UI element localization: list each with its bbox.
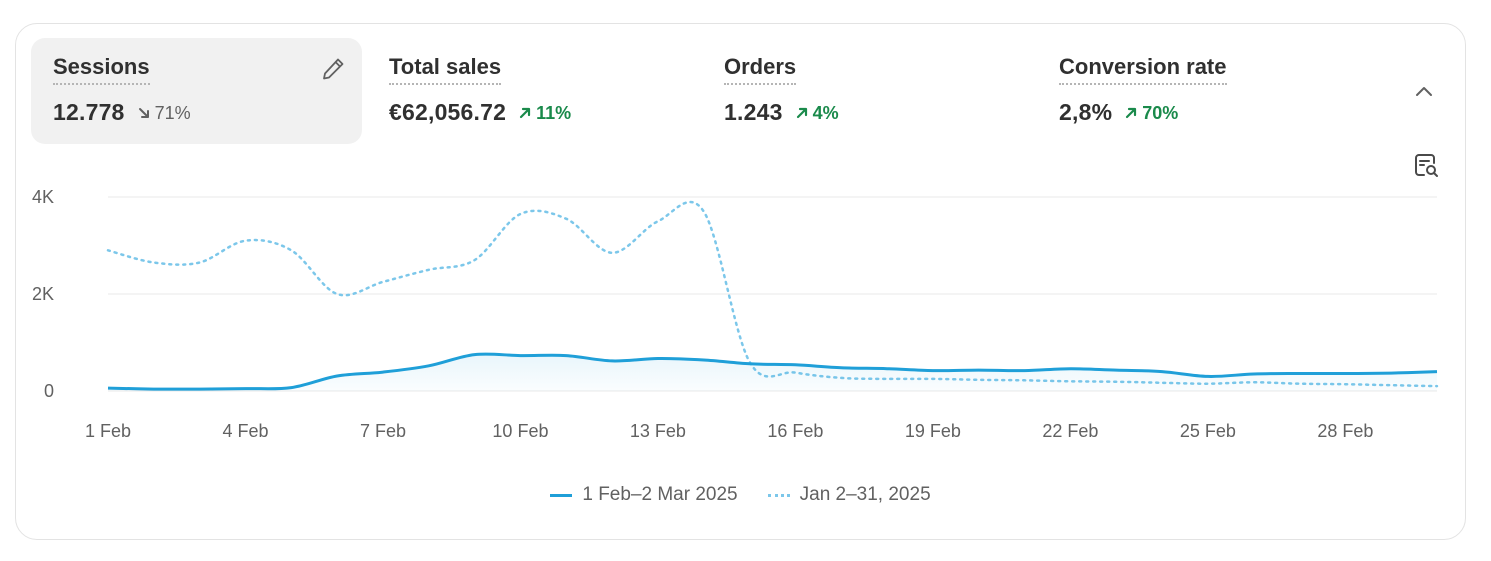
legend-item-current[interactable]: 1 Feb–2 Mar 2025	[550, 484, 738, 506]
series-line-current-period	[107, 352, 1438, 391]
metric-change: 4%	[795, 103, 839, 124]
metric-label[interactable]: Sessions	[53, 54, 150, 85]
metric-change-value: 4%	[812, 102, 839, 123]
legend-swatch-dotted	[767, 493, 790, 497]
x-tick-label: 16 Feb	[767, 421, 823, 441]
x-tick-label: 22 Feb	[1042, 421, 1098, 441]
legend-label: Jan 2–31, 2025	[799, 484, 931, 505]
pencil-icon[interactable]	[320, 56, 346, 82]
x-tick-label: 25 Feb	[1180, 421, 1236, 441]
x-tick-label: 4 Feb	[222, 421, 268, 441]
x-tick-label: 13 Feb	[630, 421, 686, 441]
sessions-line-chart: 0 2K 4K 1 Feb 4 Feb 7 Feb 10 Feb 13 Feb 16 Feb 1…	[32, 187, 1439, 441]
y-tick-label: 2K	[32, 284, 54, 304]
x-tick-label: 10 Feb	[492, 421, 548, 441]
chart-legend: 1 Feb–2 Mar 2025 Jan 2–31, 2025	[16, 484, 1465, 506]
metric-change: 11%	[518, 103, 571, 124]
metric-tab-sessions[interactable]: Sessions 12.778 71%	[31, 38, 362, 144]
metric-value: 2,8%	[1059, 99, 1113, 125]
metric-tab-conversion-rate[interactable]: Conversion rate 2,8% 70%	[1037, 38, 1357, 144]
metric-label[interactable]: Conversion rate	[1059, 54, 1227, 85]
metric-change-value: 71%	[154, 102, 191, 123]
metric-change-value: 70%	[1142, 102, 1179, 123]
x-tick-label: 7 Feb	[360, 421, 406, 441]
metric-change-value: 11%	[536, 102, 572, 123]
legend-item-previous[interactable]: Jan 2–31, 2025	[767, 484, 931, 506]
y-tick-label: 0	[44, 381, 54, 401]
analyze-report-icon[interactable]	[1412, 151, 1440, 179]
metric-label[interactable]: Total sales	[389, 54, 502, 85]
chevron-up-icon[interactable]	[1412, 80, 1436, 104]
x-tick-label: 1 Feb	[85, 421, 131, 441]
metric-value: €62,056.72	[389, 99, 507, 125]
y-tick-label: 4K	[32, 187, 54, 207]
metric-label[interactable]: Orders	[724, 54, 797, 85]
legend-label: 1 Feb–2 Mar 2025	[582, 484, 738, 505]
arrow-up-right-icon	[520, 107, 531, 119]
metric-change: 71%	[137, 103, 191, 124]
metric-change: 70%	[1124, 103, 1178, 124]
analytics-card: Sessions 12.778 71% Total sales €62,056.…	[15, 23, 1466, 540]
arrow-up-right-icon	[796, 107, 807, 119]
metric-tab-orders[interactable]: Orders 1.243 4%	[702, 38, 1022, 144]
legend-swatch-solid	[550, 493, 573, 497]
metric-value: 1.243	[724, 99, 783, 125]
x-tick-label: 19 Feb	[905, 421, 961, 441]
arrow-down-right-icon	[138, 108, 149, 118]
metric-value: 12.778	[53, 99, 125, 125]
arrow-up-right-icon	[1126, 107, 1137, 119]
metric-tab-total-sales[interactable]: Total sales €62,056.72 11%	[367, 38, 687, 144]
x-tick-label: 28 Feb	[1317, 421, 1373, 441]
